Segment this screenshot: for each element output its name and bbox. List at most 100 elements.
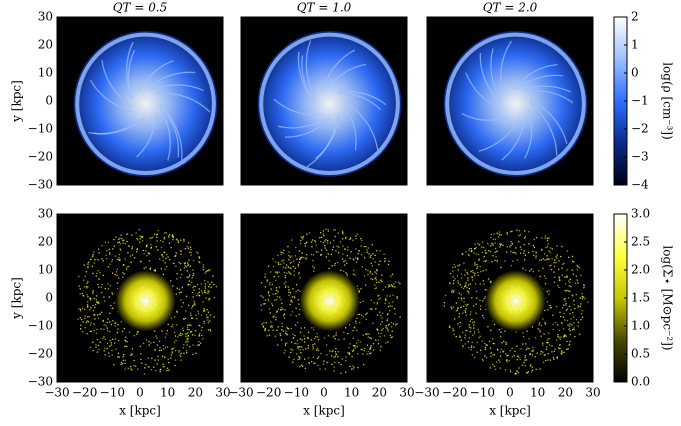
star-particle (183, 262, 186, 265)
star-particle (165, 257, 167, 260)
y-tick-label: 30 (38, 207, 53, 221)
star-particle (188, 280, 190, 282)
star-particle (169, 234, 171, 236)
star-particle (471, 354, 474, 356)
x-tick-label: −30 (414, 386, 439, 400)
star-particle (465, 308, 467, 310)
star-particle (516, 355, 519, 357)
star-particle (119, 237, 121, 239)
star-particle (167, 235, 170, 237)
star-particle (199, 262, 201, 264)
star-particle (332, 246, 335, 248)
star-particle (103, 350, 105, 352)
star-particle (390, 336, 392, 339)
star-particle (111, 338, 114, 340)
star-particle (355, 322, 357, 324)
star-particle (484, 355, 486, 357)
star-particle (581, 295, 583, 298)
star-particle (315, 349, 318, 351)
star-particle (344, 264, 346, 266)
star-particle (303, 257, 305, 259)
star-particle (119, 248, 121, 250)
star-particle (369, 348, 371, 350)
star-particle (462, 344, 464, 347)
star-particle (286, 334, 288, 336)
star-particle (558, 279, 560, 281)
star-particle (93, 313, 95, 316)
star-particle (204, 291, 206, 293)
star-particle (558, 260, 560, 262)
star-particle (555, 305, 558, 308)
star-particle (288, 267, 290, 269)
star-particle (391, 330, 393, 332)
star-particle (327, 253, 329, 255)
star-particle (542, 361, 545, 364)
star-particle (530, 371, 533, 373)
star-particle (467, 341, 469, 343)
star-particle (490, 245, 492, 247)
star-particle (173, 262, 175, 265)
star-particle (126, 240, 128, 243)
star-particle (543, 333, 545, 335)
x-tick-label: 30 (215, 386, 230, 400)
star-particle (119, 249, 122, 251)
star-particle (270, 321, 272, 323)
star-particle (457, 280, 459, 282)
star-particle (543, 253, 546, 255)
star-particle (315, 336, 317, 338)
star-particle (315, 244, 317, 246)
star-particle (295, 353, 298, 355)
star-particle (492, 255, 494, 257)
star-particle (106, 327, 108, 329)
star-particle (169, 258, 171, 261)
star-particle (177, 240, 179, 242)
star-particle (481, 251, 484, 254)
star-particle (189, 246, 192, 248)
star-particle (471, 250, 473, 252)
star-particle (556, 339, 558, 341)
star-particle (375, 308, 377, 310)
star-particle (122, 363, 124, 365)
star-particle (171, 324, 174, 326)
star-particle (329, 350, 331, 352)
star-particle (354, 347, 356, 349)
star-particle (312, 348, 314, 350)
star-particle (568, 328, 570, 330)
panel-frame (426, 16, 594, 186)
star-particle (569, 278, 571, 281)
star-particle (549, 251, 551, 253)
star-particle (371, 244, 374, 246)
star-particle (369, 346, 372, 349)
star-particle (198, 335, 200, 337)
star-particle (368, 333, 370, 335)
star-particle (92, 341, 94, 343)
star-particle (547, 309, 549, 311)
star-particle (136, 331, 139, 333)
star-particle (190, 251, 192, 254)
star-particle (305, 242, 308, 244)
star-particle (387, 263, 390, 266)
star-particle (317, 349, 319, 352)
y-tick-label: 20 (38, 235, 53, 249)
star-particle (190, 281, 193, 283)
star-particle (496, 348, 499, 351)
star-particle (113, 238, 115, 241)
star-particle (207, 269, 210, 271)
star-particle (127, 245, 130, 247)
star-particle (173, 316, 176, 318)
star-particle (105, 254, 107, 256)
star-particle (157, 355, 159, 357)
star-particle (180, 334, 182, 337)
star-particle (328, 267, 330, 270)
star-particle (286, 342, 288, 344)
star-particle (190, 248, 192, 251)
star-particle (532, 244, 535, 247)
star-particle (307, 337, 309, 339)
star-particle (496, 232, 498, 234)
star-particle (544, 282, 547, 285)
star-particle (561, 267, 563, 269)
star-particle (471, 279, 474, 281)
star-particle (374, 261, 376, 263)
star-particle (79, 288, 81, 290)
star-particle (183, 344, 185, 346)
